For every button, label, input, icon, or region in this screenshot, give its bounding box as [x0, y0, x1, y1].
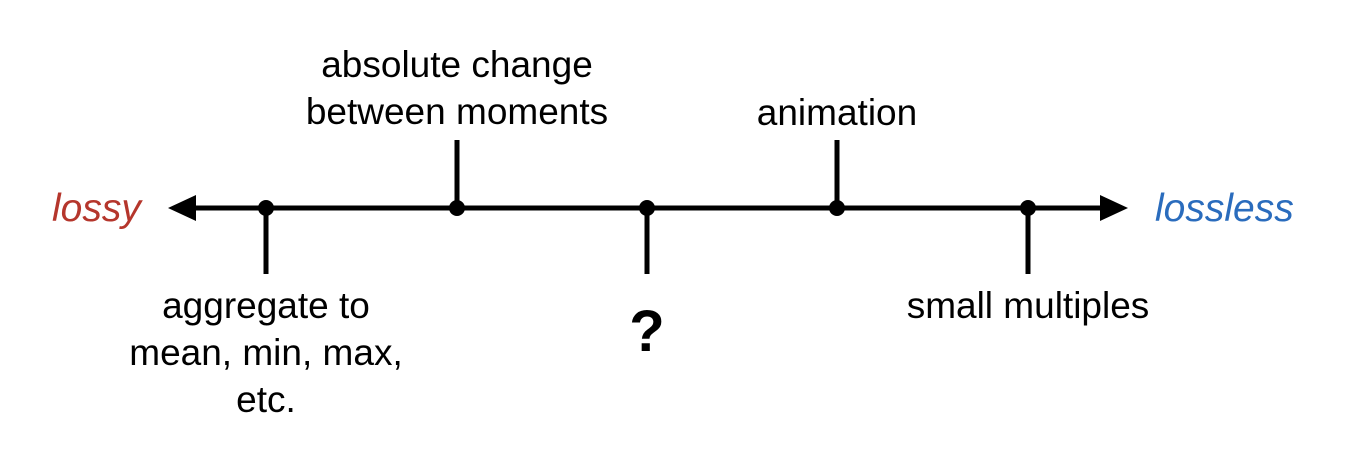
label-aggregate-line-2: mean, min, max,	[129, 332, 403, 373]
label-unknown: ?	[629, 299, 665, 364]
dot-animation	[829, 200, 845, 216]
label-small-multiples-line-1: small multiples	[906, 285, 1150, 326]
lossless-label: lossless	[1155, 187, 1294, 230]
right-arrowhead	[1100, 195, 1128, 221]
label-absolute-change-line-1: absolute change	[321, 44, 593, 85]
label-aggregate-line-3: etc.	[236, 379, 296, 420]
label-absolute-change-line-2: between moments	[305, 91, 609, 132]
left-arrowhead	[168, 195, 196, 221]
label-absolute-change: absolute change between moments	[257, 41, 657, 135]
dot-small-multiples	[1020, 200, 1036, 216]
lossy-label: lossy	[52, 187, 141, 230]
label-animation: animation	[687, 89, 987, 136]
label-animation-line-1: animation	[756, 92, 918, 133]
dot-unknown	[639, 200, 655, 216]
dot-aggregate	[258, 200, 274, 216]
dot-absolute-change	[449, 200, 465, 216]
label-aggregate: aggregate to mean, min, max, etc.	[66, 282, 466, 423]
label-small-multiples: small multiples	[848, 282, 1208, 329]
label-aggregate-line-1: aggregate to	[162, 285, 370, 326]
